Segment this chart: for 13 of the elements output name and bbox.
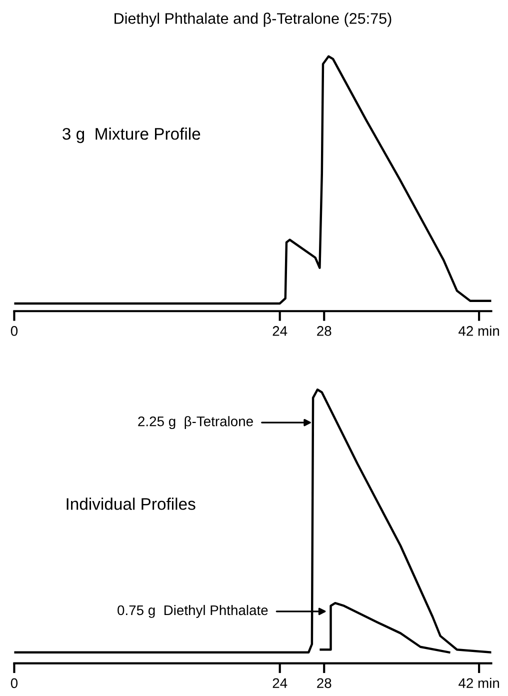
x-tick-label: 0 xyxy=(10,326,18,336)
x-tick-label: 28 xyxy=(317,326,332,336)
x-tick-label: 42 min xyxy=(458,678,500,688)
x-tick-label: 24 xyxy=(272,678,288,688)
x-tick-label: 42 min xyxy=(458,326,500,336)
chart-title: Diethyl Phthalate and β-Tetralone (25:75) xyxy=(114,12,392,27)
annotation: 0.75 g Diethyl Phthalate xyxy=(118,604,268,618)
x-tick-label: 0 xyxy=(10,678,18,688)
annotation: 2.25 g β-Tetralone xyxy=(138,416,253,430)
annotation: 3 g Mixture Profile xyxy=(62,128,200,144)
x-tick-label: 24 xyxy=(272,326,288,336)
annotation: Individual Profiles xyxy=(66,498,196,510)
x-tick-label: 28 xyxy=(317,678,332,688)
